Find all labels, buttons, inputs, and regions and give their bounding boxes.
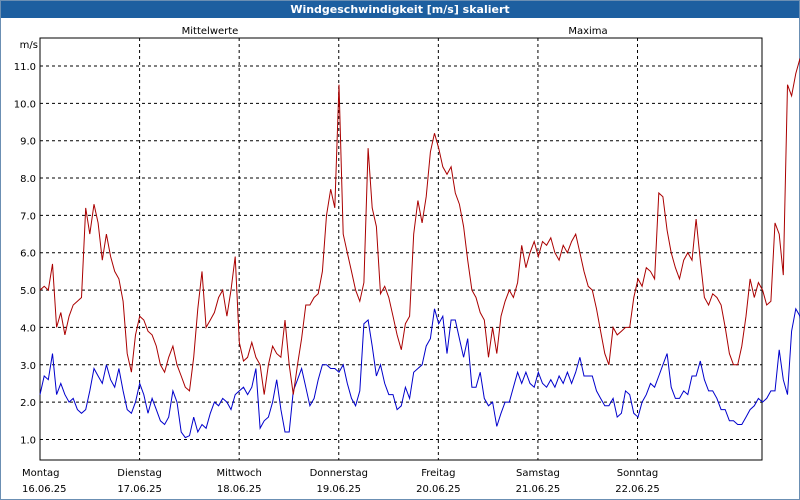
y-tick-label: 7.0 bbox=[20, 211, 36, 222]
y-tick-label: 9.0 bbox=[20, 137, 36, 148]
x-tick-weekday: Donnerstag bbox=[310, 468, 368, 479]
x-tick-date: 16.06.25 bbox=[22, 484, 67, 495]
x-tick-weekday: Dienstag bbox=[117, 468, 162, 479]
x-tick-date: 17.06.25 bbox=[117, 484, 162, 495]
x-tick-weekday: Samstag bbox=[516, 468, 560, 479]
x-tick-date: 21.06.25 bbox=[516, 484, 561, 495]
legend-mittelwerte: Mittelwerte bbox=[182, 26, 239, 37]
y-tick-label: 1.0 bbox=[20, 435, 36, 446]
series-line-mittelwerte bbox=[39, 307, 800, 439]
grid bbox=[40, 38, 762, 460]
x-tick-date: 18.06.25 bbox=[217, 484, 262, 495]
y-tick-label: 10.0 bbox=[14, 99, 36, 110]
x-tick-date: 19.06.25 bbox=[316, 484, 361, 495]
y-tick-label: 4.0 bbox=[20, 323, 36, 334]
y-axis-unit: m/s bbox=[20, 40, 38, 51]
y-tick-label: 8.0 bbox=[20, 174, 36, 185]
y-tick-label: 2.0 bbox=[20, 398, 36, 409]
y-tick-label: 3.0 bbox=[20, 361, 36, 372]
x-tick-date: 22.06.25 bbox=[615, 484, 660, 495]
x-tick-weekday: Sonntag bbox=[617, 468, 659, 479]
series-line-maxima bbox=[39, 58, 800, 395]
axis-labels: 1.0 2.0 3.0 4.0 5.0 6.0 7.0 8.0 9.0 10.0 11.0 Monta… bbox=[14, 62, 660, 495]
x-tick-date: 20.06.25 bbox=[416, 484, 461, 495]
y-tick-label: 5.0 bbox=[20, 286, 36, 297]
y-tick-label: 6.0 bbox=[20, 249, 36, 260]
series-layer bbox=[39, 58, 800, 439]
window-title: Windgeschwindigkeit [m/s] skaliert bbox=[1, 1, 799, 18]
plot-area bbox=[39, 37, 763, 461]
x-tick-weekday: Mittwoch bbox=[216, 468, 261, 479]
y-tick-label: 11.0 bbox=[14, 62, 36, 73]
x-tick-weekday: Montag bbox=[22, 468, 59, 479]
x-tick-weekday: Freitag bbox=[421, 468, 455, 479]
legend-maxima: Maxima bbox=[568, 26, 607, 37]
